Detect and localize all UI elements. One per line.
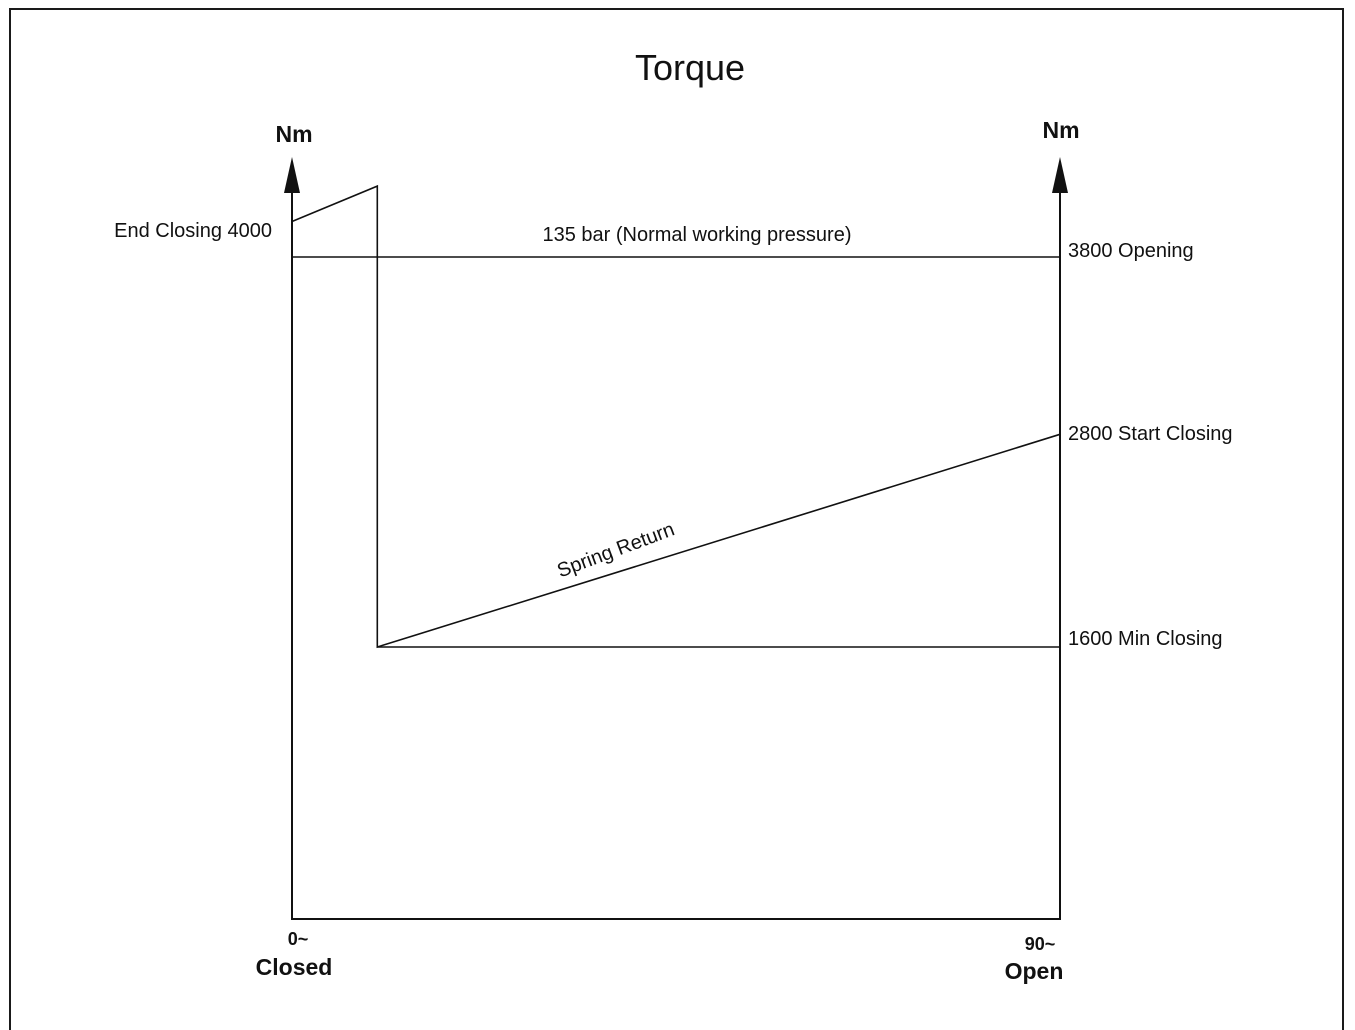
x-tick-end-value: 90~ [1025,934,1056,954]
left-axis-arrow-icon [284,157,300,193]
x-tick-start-value: 0~ [288,929,309,949]
chart-marks [291,184,1061,649]
start-closing-label: 2800 Start Closing [1068,423,1233,445]
min-closing-label: 1600 Min Closing [1068,628,1223,650]
x-tick-start-label: Closed [256,954,333,980]
chart-title: Torque [635,47,745,88]
opening-label: 3800 Opening [1068,240,1194,262]
chart-frame [9,8,1344,1030]
end-closing-label: End Closing 4000 [114,220,272,242]
right-y-axis-unit: Nm [1042,117,1079,143]
series-line-2 [291,184,1061,649]
pressure-line-label: 135 bar (Normal working pressure) [542,224,851,246]
left-y-axis-unit: Nm [275,121,312,147]
right-axis-arrow-icon [1052,157,1068,193]
x-tick-end-label: Open [1005,958,1064,984]
